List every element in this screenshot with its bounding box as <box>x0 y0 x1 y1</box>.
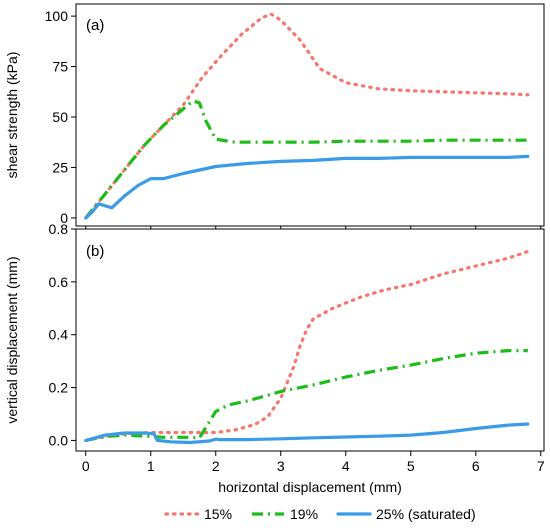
y-tick-label: 0.0 <box>49 432 69 448</box>
panel-label-a: (a) <box>86 17 104 34</box>
x-tick-label: 4 <box>342 458 350 474</box>
series-line-25-saturated- <box>84 154 530 220</box>
x-tick-label: 2 <box>212 458 220 474</box>
y-tick-label: 0.2 <box>49 380 69 396</box>
legend-item-15: 15% <box>164 506 232 522</box>
series-line-25-saturated- <box>84 422 530 445</box>
series-line-15- <box>84 249 530 442</box>
series-line-15- <box>84 12 530 220</box>
plot-area-a <box>75 3 545 227</box>
panel-a-shear-strength: (a) 0 25 50 75 100 shear strength (kPa) <box>4 3 545 231</box>
y-tick-label: 0.6 <box>49 274 69 290</box>
y-axis-label-a: shear strength (kPa) <box>4 52 20 179</box>
x-tick-label: 1 <box>147 458 155 474</box>
y-tick-label: 0.8 <box>49 221 69 237</box>
y-tick-label: 0 <box>60 210 68 226</box>
y-tick-label: 0.4 <box>49 327 69 343</box>
legend: 15% 19% 25% (saturated) <box>164 506 476 522</box>
x-tick-label: 5 <box>407 458 415 474</box>
y-tick-label: 25 <box>52 159 68 175</box>
y-tick-label: 75 <box>52 59 68 75</box>
legend-item-25-saturated: 25% (saturated) <box>336 506 476 522</box>
series-group-b <box>84 249 530 445</box>
legend-label-19: 19% <box>290 506 318 522</box>
x-tick-label: 0 <box>82 458 90 474</box>
y-tick-label: 100 <box>45 8 69 24</box>
series-line-19- <box>85 349 528 442</box>
x-tick-label: 7 <box>537 458 545 474</box>
x-axis-label: horizontal displacement (mm) <box>218 479 402 495</box>
x-tick-label: 6 <box>472 458 480 474</box>
x-ticks-b: 0 1 2 3 4 5 6 7 <box>82 451 545 474</box>
y-tick-label: 50 <box>52 109 68 125</box>
panel-label-b: (b) <box>86 243 104 260</box>
plot-area-b <box>75 228 545 452</box>
series-group-a <box>84 12 530 220</box>
y-ticks-b: 0.0 0.2 0.4 0.6 0.8 <box>49 221 76 448</box>
legend-item-19: 19% <box>252 506 318 522</box>
series-line-19- <box>84 99 528 219</box>
legend-label-25-saturated: 25% (saturated) <box>376 506 476 522</box>
panel-b-vertical-displacement: (b) 0.0 0.2 0.4 0.6 0.8 0 1 2 3 4 5 6 7 vertical di… <box>4 221 545 495</box>
y-axis-label-b: vertical displacement (mm) <box>4 256 20 423</box>
x-tick-label: 3 <box>277 458 285 474</box>
legend-label-15: 15% <box>204 506 232 522</box>
